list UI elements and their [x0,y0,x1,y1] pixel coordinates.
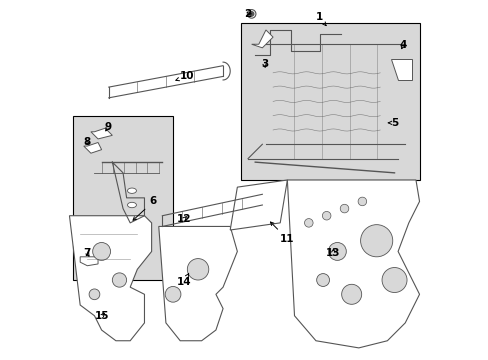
Circle shape [328,243,346,260]
Text: 2: 2 [244,9,251,19]
Circle shape [112,273,126,287]
Ellipse shape [127,202,136,208]
Text: 1: 1 [315,13,325,26]
Polygon shape [69,216,151,341]
Polygon shape [80,257,98,266]
Circle shape [89,289,100,300]
Text: 7: 7 [83,248,91,258]
Text: 15: 15 [94,311,109,321]
Polygon shape [230,180,287,230]
Circle shape [316,274,329,287]
Polygon shape [251,30,272,48]
Text: 6: 6 [133,197,157,220]
Bar [241,23,419,180]
Circle shape [340,204,348,213]
Text: 8: 8 [83,138,90,148]
Polygon shape [390,59,411,80]
Text: 14: 14 [176,274,191,287]
Polygon shape [159,226,237,341]
Text: 11: 11 [270,222,294,244]
Polygon shape [83,143,102,153]
Circle shape [360,225,392,257]
Circle shape [381,267,406,293]
Text: 12: 12 [176,214,191,224]
Text: 4: 4 [399,40,407,50]
Polygon shape [91,128,112,139]
Ellipse shape [127,188,136,193]
Text: 3: 3 [260,59,267,69]
Circle shape [357,197,366,206]
Text: 10: 10 [176,71,193,81]
Circle shape [93,243,110,260]
Text: 9: 9 [104,122,111,132]
Text: 5: 5 [387,118,397,128]
Circle shape [304,219,312,227]
Circle shape [165,287,181,302]
Circle shape [249,12,253,16]
Polygon shape [287,180,419,348]
Circle shape [247,10,255,18]
Circle shape [187,258,208,280]
Bar [73,116,173,280]
Circle shape [341,284,361,304]
Text: 13: 13 [325,248,340,258]
Circle shape [322,211,330,220]
